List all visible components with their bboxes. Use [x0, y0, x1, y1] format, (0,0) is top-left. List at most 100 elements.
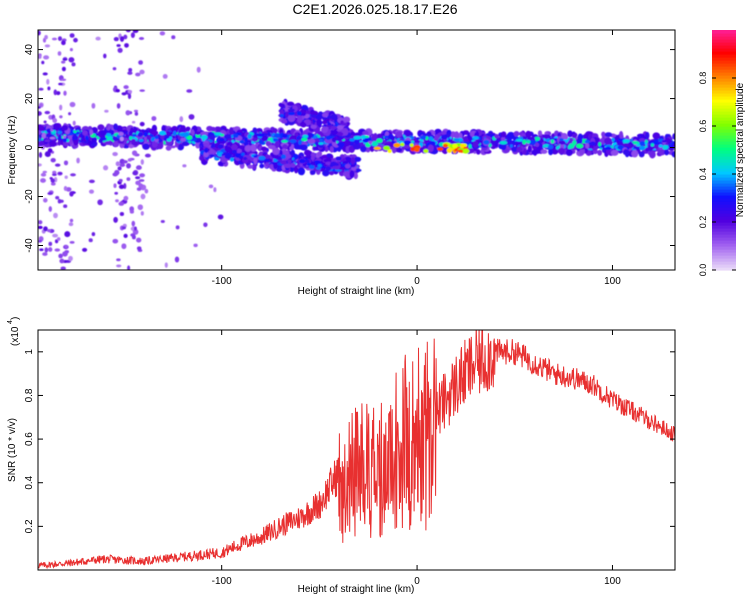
heatmap-cell — [217, 144, 224, 149]
heatmap-cell — [46, 128, 52, 134]
heatmap-cell — [337, 142, 345, 147]
heatmap-cell — [298, 136, 302, 140]
heatmap-cell — [119, 136, 124, 142]
heatmap-cell — [42, 170, 48, 174]
snr-ytick-label: 0.8 — [24, 388, 35, 402]
colorbar-segment — [712, 267, 736, 271]
heatmap-cell — [273, 159, 278, 163]
heatmap-cell — [297, 144, 303, 150]
heatmap-cell — [133, 226, 137, 231]
colorbar-segment — [712, 150, 736, 154]
colorbar-segment — [712, 144, 736, 148]
heatmap-cell — [116, 103, 121, 109]
heatmap-cell — [113, 183, 117, 188]
colorbar-segment — [712, 81, 736, 85]
colorbar-segment — [712, 225, 736, 229]
heatmap-cell — [175, 225, 180, 230]
heatmap-cell — [247, 164, 254, 169]
heatmap-cell — [453, 138, 460, 142]
heatmap-cell — [373, 146, 381, 150]
heatmap-cell — [126, 163, 131, 169]
heatmap-cell — [622, 149, 630, 156]
heatmap-cell — [547, 144, 554, 150]
heatmap-cell — [336, 125, 344, 130]
colorbar-segment — [712, 30, 736, 34]
heatmap-cell — [44, 110, 51, 115]
heatmap-cell — [296, 111, 302, 116]
colorbar-segment — [712, 36, 736, 40]
colorbar-segment — [712, 51, 736, 55]
heatmap-cell — [631, 149, 639, 158]
colorbar-segment — [712, 189, 736, 193]
heatmap-cell — [50, 182, 56, 186]
heatmap-cell — [136, 237, 142, 243]
heatmap-cell — [522, 139, 527, 145]
heatmap-cell — [63, 90, 67, 96]
heatmap-cell — [204, 147, 209, 154]
colorbar-segment — [712, 231, 736, 235]
snr-ytick-label: 0.4 — [24, 475, 35, 489]
heatmap-cell — [472, 136, 479, 140]
heatmap-cell — [97, 124, 105, 131]
heatmap-cell — [459, 143, 465, 149]
heatmap-cell — [113, 216, 118, 223]
colorbar-segment — [712, 93, 736, 97]
heatmap-cell — [41, 132, 47, 139]
heatmap-cell — [214, 132, 222, 136]
heatmap-cell — [349, 138, 356, 142]
heatmap-cell — [244, 137, 248, 142]
heatmap-cell — [131, 150, 138, 156]
heatmap-cell — [140, 211, 144, 216]
colorbar-segment — [712, 84, 736, 88]
heatmap-ytick-label: 20 — [24, 93, 35, 105]
heatmap-cell — [112, 238, 119, 244]
heatmap-cell — [610, 149, 619, 156]
heatmap-cell — [181, 141, 190, 147]
heatmap-cell — [203, 142, 210, 148]
snr-xlabel: Height of straight line (km) — [298, 584, 415, 595]
heatmap-cell — [354, 132, 361, 138]
snr-scale-label: (x10 4 ) — [7, 317, 21, 346]
colorbar-segment — [712, 153, 736, 157]
heatmap-cell — [112, 67, 117, 71]
heatmap-cell — [384, 135, 390, 139]
heatmap-cell — [500, 142, 507, 151]
heatmap-cell — [441, 134, 448, 140]
colorbar-segment — [712, 192, 736, 196]
heatmap-cell — [118, 178, 123, 183]
heatmap-cell — [290, 162, 296, 168]
snr-ylabel: SNR (10 * v/v) — [7, 418, 18, 482]
heatmap-cell — [123, 195, 129, 201]
colorbar-segment — [712, 264, 736, 268]
heatmap-cell — [144, 153, 151, 158]
heatmap-cell — [116, 264, 122, 268]
heatmap-cell — [91, 137, 97, 143]
heatmap-cell — [117, 47, 123, 53]
colorbar-segment — [712, 87, 736, 91]
heatmap-cell — [63, 160, 69, 166]
heatmap-cell — [310, 124, 317, 129]
heatmap-cell — [118, 201, 125, 206]
heatmap-cell — [342, 122, 348, 126]
heatmap-cell — [119, 212, 125, 216]
heatmap-cell — [127, 158, 132, 162]
snr-frame — [37, 329, 676, 571]
heatmap-cell — [515, 138, 523, 142]
heatmap-cell — [68, 57, 75, 63]
heatmap-cell — [288, 111, 295, 116]
colorbar-label: Normalized spectral amplitude — [735, 82, 746, 217]
heatmap-cell — [39, 248, 44, 251]
heatmap-cell — [476, 149, 481, 155]
colorbar-segment — [712, 102, 736, 106]
heatmap-cell — [180, 137, 186, 142]
heatmap-cell — [264, 154, 270, 159]
heatmap-cell — [258, 139, 264, 145]
heatmap-cell — [38, 87, 44, 91]
heatmap-cell — [296, 115, 303, 124]
heatmap-cell — [527, 145, 532, 153]
heatmap-cell — [151, 130, 159, 136]
heatmap-cell — [548, 148, 554, 156]
heatmap-cell — [64, 231, 71, 238]
heatmap-cell — [441, 146, 449, 154]
heatmap-cell — [462, 148, 470, 154]
